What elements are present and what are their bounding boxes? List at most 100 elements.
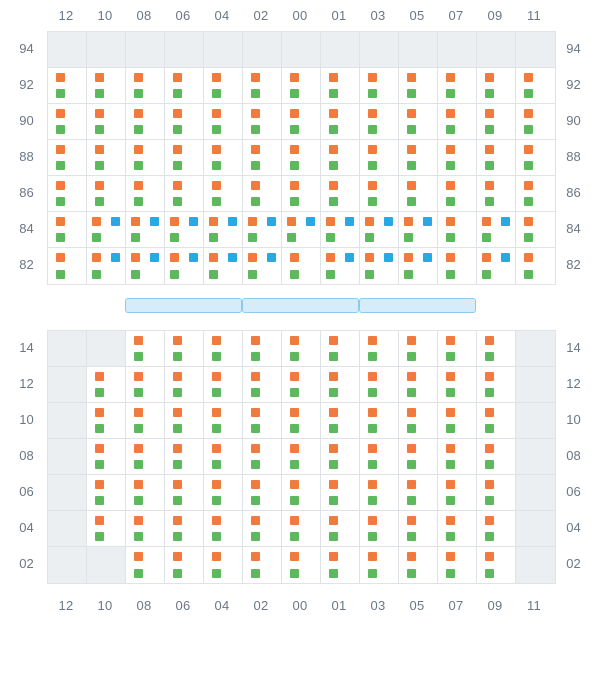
rack-cell[interactable] bbox=[477, 439, 516, 475]
rack-cell[interactable] bbox=[438, 475, 477, 511]
rack-cell[interactable] bbox=[477, 68, 516, 104]
rack-cell[interactable] bbox=[360, 176, 399, 212]
rack-cell[interactable] bbox=[477, 176, 516, 212]
rack-cell[interactable] bbox=[321, 68, 360, 104]
rack-cell[interactable] bbox=[204, 547, 243, 583]
rack-cell[interactable] bbox=[87, 68, 126, 104]
rack-cell[interactable] bbox=[399, 176, 438, 212]
rack-cell[interactable] bbox=[126, 248, 165, 284]
rack-cell[interactable] bbox=[165, 439, 204, 475]
rack-cell[interactable] bbox=[48, 403, 87, 439]
rack-cell[interactable] bbox=[204, 367, 243, 403]
rack-cell[interactable] bbox=[165, 475, 204, 511]
rack-cell[interactable] bbox=[282, 248, 321, 284]
rack-cell[interactable] bbox=[87, 547, 126, 583]
rack-cell[interactable] bbox=[399, 475, 438, 511]
rack-cell[interactable] bbox=[438, 104, 477, 140]
rack-cell[interactable] bbox=[516, 68, 555, 104]
rack-cell[interactable] bbox=[87, 439, 126, 475]
rack-cell[interactable] bbox=[360, 511, 399, 547]
rack-cell[interactable] bbox=[243, 475, 282, 511]
rack-cell[interactable] bbox=[282, 367, 321, 403]
rack-cell[interactable] bbox=[87, 140, 126, 176]
rack-cell[interactable] bbox=[360, 140, 399, 176]
rack-cell[interactable] bbox=[399, 547, 438, 583]
rack-cell[interactable] bbox=[321, 212, 360, 248]
rack-cell[interactable] bbox=[204, 248, 243, 284]
rack-cell[interactable] bbox=[87, 331, 126, 367]
rack-cell[interactable] bbox=[399, 68, 438, 104]
rack-cell[interactable] bbox=[516, 511, 555, 547]
rack-cell[interactable] bbox=[321, 367, 360, 403]
rack-cell[interactable] bbox=[204, 32, 243, 68]
rack-cell[interactable] bbox=[126, 547, 165, 583]
rack-cell[interactable] bbox=[243, 331, 282, 367]
rack-cell[interactable] bbox=[48, 248, 87, 284]
rack-cell[interactable] bbox=[399, 212, 438, 248]
rack-cell[interactable] bbox=[282, 475, 321, 511]
rack-cell[interactable] bbox=[516, 367, 555, 403]
rack-cell[interactable] bbox=[243, 68, 282, 104]
rack-cell[interactable] bbox=[516, 547, 555, 583]
connector-bar[interactable] bbox=[242, 298, 359, 313]
rack-cell[interactable] bbox=[48, 176, 87, 212]
rack-cell[interactable] bbox=[438, 403, 477, 439]
rack-cell[interactable] bbox=[282, 331, 321, 367]
connector-bar[interactable] bbox=[125, 298, 242, 313]
rack-cell[interactable] bbox=[321, 439, 360, 475]
rack-cell[interactable] bbox=[516, 331, 555, 367]
rack-cell[interactable] bbox=[126, 511, 165, 547]
rack-cell[interactable] bbox=[165, 403, 204, 439]
rack-cell[interactable] bbox=[87, 403, 126, 439]
rack-cell[interactable] bbox=[87, 104, 126, 140]
rack-cell[interactable] bbox=[48, 212, 87, 248]
rack-cell[interactable] bbox=[399, 511, 438, 547]
rack-cell[interactable] bbox=[126, 212, 165, 248]
rack-cell[interactable] bbox=[477, 511, 516, 547]
rack-cell[interactable] bbox=[282, 403, 321, 439]
rack-cell[interactable] bbox=[87, 176, 126, 212]
rack-cell[interactable] bbox=[204, 140, 243, 176]
rack-cell[interactable] bbox=[87, 511, 126, 547]
rack-cell[interactable] bbox=[438, 248, 477, 284]
rack-cell[interactable] bbox=[204, 68, 243, 104]
rack-cell[interactable] bbox=[48, 104, 87, 140]
rack-cell[interactable] bbox=[438, 212, 477, 248]
rack-cell[interactable] bbox=[282, 176, 321, 212]
rack-cell[interactable] bbox=[282, 140, 321, 176]
rack-cell[interactable] bbox=[165, 212, 204, 248]
rack-cell[interactable] bbox=[321, 547, 360, 583]
rack-cell[interactable] bbox=[399, 367, 438, 403]
rack-cell[interactable] bbox=[87, 367, 126, 403]
rack-cell[interactable] bbox=[477, 212, 516, 248]
rack-cell[interactable] bbox=[48, 68, 87, 104]
rack-cell[interactable] bbox=[282, 439, 321, 475]
rack-cell[interactable] bbox=[126, 104, 165, 140]
rack-cell[interactable] bbox=[87, 212, 126, 248]
rack-cell[interactable] bbox=[243, 403, 282, 439]
rack-cell[interactable] bbox=[48, 140, 87, 176]
rack-cell[interactable] bbox=[282, 212, 321, 248]
rack-cell[interactable] bbox=[48, 511, 87, 547]
rack-cell[interactable] bbox=[165, 176, 204, 212]
rack-cell[interactable] bbox=[48, 32, 87, 68]
rack-cell[interactable] bbox=[204, 511, 243, 547]
rack-cell[interactable] bbox=[243, 176, 282, 212]
rack-cell[interactable] bbox=[477, 104, 516, 140]
rack-cell[interactable] bbox=[399, 331, 438, 367]
rack-cell[interactable] bbox=[282, 547, 321, 583]
rack-cell[interactable] bbox=[321, 475, 360, 511]
rack-cell[interactable] bbox=[516, 140, 555, 176]
rack-cell[interactable] bbox=[48, 367, 87, 403]
rack-cell[interactable] bbox=[282, 511, 321, 547]
rack-cell[interactable] bbox=[126, 475, 165, 511]
rack-cell[interactable] bbox=[477, 140, 516, 176]
rack-cell[interactable] bbox=[438, 32, 477, 68]
rack-cell[interactable] bbox=[360, 248, 399, 284]
rack-cell[interactable] bbox=[126, 68, 165, 104]
rack-cell[interactable] bbox=[360, 331, 399, 367]
rack-cell[interactable] bbox=[516, 403, 555, 439]
rack-cell[interactable] bbox=[126, 331, 165, 367]
rack-cell[interactable] bbox=[321, 104, 360, 140]
rack-cell[interactable] bbox=[360, 403, 399, 439]
